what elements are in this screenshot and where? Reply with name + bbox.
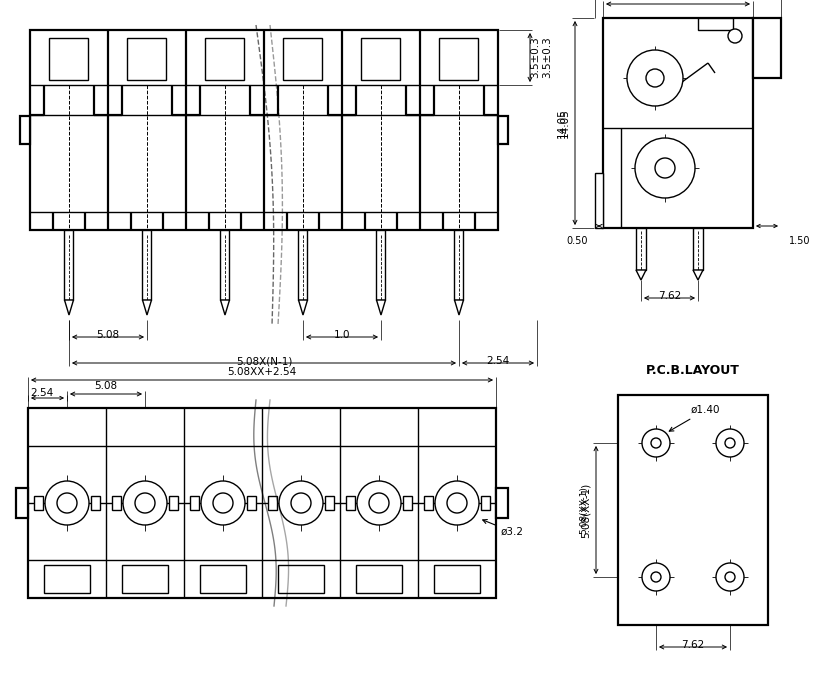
Circle shape xyxy=(725,438,735,448)
Text: 3.5±0.3: 3.5±0.3 xyxy=(542,36,552,78)
Text: 2.54: 2.54 xyxy=(486,356,510,366)
Bar xyxy=(33,496,43,510)
Polygon shape xyxy=(636,270,646,280)
Bar xyxy=(283,38,322,80)
Circle shape xyxy=(279,481,323,525)
Text: ø3.2: ø3.2 xyxy=(483,519,524,537)
Circle shape xyxy=(642,429,670,457)
Circle shape xyxy=(45,481,89,525)
Bar xyxy=(28,408,496,598)
Bar xyxy=(455,230,463,300)
Bar xyxy=(481,496,491,510)
Circle shape xyxy=(213,493,233,513)
Circle shape xyxy=(291,493,311,513)
Text: 7.62: 7.62 xyxy=(658,291,681,301)
Bar xyxy=(142,230,152,300)
Bar xyxy=(190,496,199,510)
Circle shape xyxy=(123,481,167,525)
Bar xyxy=(221,230,230,300)
Text: 1.50: 1.50 xyxy=(789,236,811,246)
Polygon shape xyxy=(64,300,73,315)
Bar xyxy=(64,230,73,300)
Bar xyxy=(206,38,245,80)
Text: 5.08: 5.08 xyxy=(97,330,120,340)
Bar xyxy=(277,565,324,593)
Bar xyxy=(618,395,768,625)
Circle shape xyxy=(716,429,744,457)
Circle shape xyxy=(642,563,670,591)
Bar xyxy=(362,38,401,80)
Circle shape xyxy=(627,50,683,106)
Bar xyxy=(20,116,30,144)
Text: 5.08: 5.08 xyxy=(94,381,117,391)
Circle shape xyxy=(655,158,675,178)
Bar xyxy=(247,496,257,510)
Polygon shape xyxy=(142,300,152,315)
Bar xyxy=(603,18,753,228)
Circle shape xyxy=(646,69,664,87)
Bar xyxy=(424,496,433,510)
Bar xyxy=(127,38,167,80)
Circle shape xyxy=(651,438,661,448)
Text: ø1.40: ø1.40 xyxy=(669,405,721,431)
Polygon shape xyxy=(455,300,463,315)
Circle shape xyxy=(651,572,661,582)
Circle shape xyxy=(201,481,245,525)
Bar xyxy=(498,116,508,144)
Bar xyxy=(49,38,88,80)
Circle shape xyxy=(369,493,389,513)
Bar xyxy=(496,488,508,518)
Text: 5.08XX+2.54: 5.08XX+2.54 xyxy=(227,367,297,377)
Circle shape xyxy=(635,138,695,198)
Text: P.C.B.LAYOUT: P.C.B.LAYOUT xyxy=(646,364,740,377)
Circle shape xyxy=(716,563,744,591)
Bar xyxy=(267,496,277,510)
Bar xyxy=(595,173,603,228)
Bar xyxy=(403,496,412,510)
Bar xyxy=(356,565,402,593)
Bar xyxy=(112,496,121,510)
Circle shape xyxy=(447,493,467,513)
Bar xyxy=(693,228,703,270)
Bar xyxy=(698,18,733,30)
Bar xyxy=(434,565,481,593)
Circle shape xyxy=(725,572,735,582)
Text: 3.5±0.3: 3.5±0.3 xyxy=(530,36,540,78)
Polygon shape xyxy=(298,300,307,315)
Text: 7.62: 7.62 xyxy=(681,640,705,650)
Text: 2.54: 2.54 xyxy=(30,388,53,398)
Bar xyxy=(298,230,307,300)
Text: 14.05: 14.05 xyxy=(557,108,567,138)
Circle shape xyxy=(435,481,479,525)
Bar xyxy=(440,38,478,80)
Circle shape xyxy=(57,493,77,513)
Polygon shape xyxy=(377,300,386,315)
Circle shape xyxy=(728,29,742,43)
Text: 5.08X(N-1): 5.08X(N-1) xyxy=(236,356,292,366)
Text: 14.05: 14.05 xyxy=(560,108,570,138)
Bar xyxy=(30,30,498,230)
Bar xyxy=(753,18,781,78)
Bar xyxy=(325,496,334,510)
Polygon shape xyxy=(693,270,703,280)
Bar xyxy=(122,565,168,593)
Text: 1.0: 1.0 xyxy=(334,330,350,340)
Bar xyxy=(169,496,178,510)
Bar xyxy=(346,496,355,510)
Bar xyxy=(91,496,100,510)
Bar xyxy=(200,565,247,593)
Text: 5.08(XX-1): 5.08(XX-1) xyxy=(579,486,588,534)
Circle shape xyxy=(357,481,401,525)
Bar xyxy=(43,565,91,593)
Text: 5.08(XX-1): 5.08(XX-1) xyxy=(581,482,591,538)
Bar xyxy=(636,228,646,270)
Text: 10.60: 10.60 xyxy=(663,0,693,1)
Bar xyxy=(16,488,28,518)
Bar xyxy=(377,230,386,300)
Polygon shape xyxy=(221,300,230,315)
Circle shape xyxy=(135,493,155,513)
Text: 0.50: 0.50 xyxy=(566,236,588,246)
